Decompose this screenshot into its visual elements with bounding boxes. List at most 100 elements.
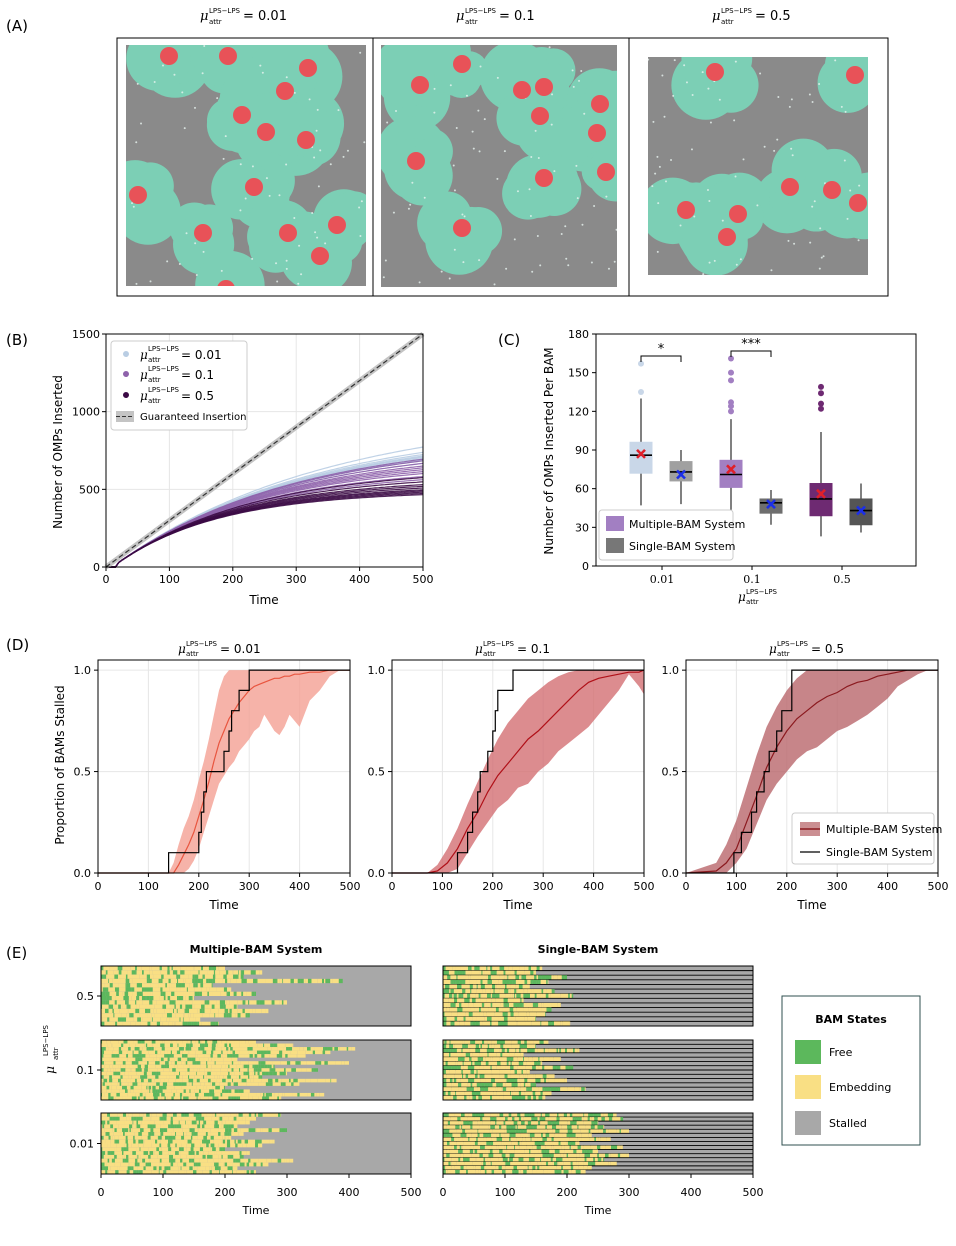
free-segment — [552, 1065, 557, 1070]
omp-speck — [560, 232, 563, 235]
embedding-segment — [240, 1071, 242, 1076]
omp-speck — [788, 105, 791, 108]
embedding-segment — [215, 974, 224, 979]
free-segment — [517, 1040, 521, 1045]
embedding-segment — [520, 1133, 529, 1138]
embedding-segment — [518, 1169, 521, 1174]
free-segment — [272, 1071, 274, 1076]
embedding-segment — [305, 1078, 311, 1083]
embedding-segment — [104, 1021, 107, 1026]
embedding-segment — [101, 1043, 108, 1048]
free-segment — [597, 1145, 599, 1150]
embedding-segment — [236, 1075, 239, 1079]
free-segment — [227, 1075, 231, 1079]
embedding-segment — [127, 974, 133, 979]
embedding-segment — [444, 1157, 452, 1162]
embedding-segment — [220, 1054, 223, 1058]
embedding-segment — [196, 1120, 199, 1125]
free-segment — [586, 1153, 591, 1158]
embedding-segment — [142, 983, 151, 988]
free-segment — [446, 1153, 450, 1158]
free-segment — [171, 1096, 174, 1100]
embedding-segment — [174, 1057, 178, 1062]
free-segment — [475, 1074, 478, 1079]
free-segment — [118, 970, 122, 975]
free-segment — [223, 974, 227, 979]
free-segment — [504, 1157, 508, 1162]
mu-symbol: μ — [456, 9, 464, 24]
omp-speck — [578, 79, 581, 82]
embedding-segment — [109, 1147, 115, 1152]
embedding-segment — [249, 1064, 253, 1069]
free-segment — [160, 1116, 164, 1121]
free-segment — [537, 1165, 540, 1170]
embedding-segment — [491, 998, 496, 1003]
embedding-segment — [505, 1078, 507, 1083]
omp-speck — [433, 111, 436, 114]
free-segment — [463, 1157, 464, 1162]
embedding-segment — [535, 1065, 539, 1070]
embedding-segment — [478, 1169, 481, 1174]
embedding-segment — [520, 1169, 524, 1174]
free-segment — [541, 989, 544, 994]
embedding-segment — [122, 966, 131, 971]
omp-speck — [818, 83, 821, 86]
omp-cluster — [824, 57, 868, 96]
free-segment — [235, 1143, 238, 1148]
embedding-segment — [262, 1162, 269, 1167]
free-segment — [162, 1004, 167, 1009]
embedding-segment — [494, 1078, 504, 1083]
embedding-segment — [505, 1169, 513, 1174]
panel-c-legend: Multiple-BAM System Single-BAM System — [598, 509, 745, 561]
free-segment — [294, 1068, 296, 1072]
embedding-segment — [197, 983, 201, 988]
embedding-segment — [507, 1012, 511, 1017]
free-segment — [506, 1048, 510, 1053]
omp-speck — [685, 81, 688, 84]
free-segment — [268, 1128, 272, 1133]
free-segment — [137, 1040, 142, 1044]
free-segment — [507, 1161, 511, 1166]
mean-line — [685, 669, 938, 874]
embedding-segment — [554, 1078, 559, 1083]
embedding-segment — [576, 1161, 579, 1166]
free-segment — [229, 1154, 234, 1159]
embedding-segment — [239, 1043, 245, 1048]
embedding-segment — [192, 1000, 199, 1005]
free-segment — [510, 1091, 511, 1096]
embedding-segment — [149, 1158, 157, 1163]
embedding-segment — [218, 1154, 222, 1159]
embedding-segment — [446, 1074, 455, 1079]
embedding-segment — [128, 1071, 137, 1076]
x-tick-label: 100 — [138, 880, 159, 893]
free-segment — [185, 1047, 189, 1051]
embedding-segment — [600, 1161, 609, 1166]
embedding-segment — [610, 1153, 618, 1158]
free-segment — [573, 1133, 576, 1138]
free-segment — [505, 1002, 507, 1008]
embedding-segment — [180, 987, 187, 992]
embedding-segment — [159, 1162, 167, 1167]
free-segment — [200, 978, 204, 984]
embedding-segment — [149, 1113, 152, 1117]
bam-marker — [513, 81, 531, 99]
embedding-segment — [176, 1143, 182, 1148]
free-segment — [110, 1151, 115, 1155]
free-segment — [462, 979, 466, 985]
free-segment — [179, 1047, 183, 1051]
embedding-segment — [538, 1087, 543, 1092]
free-segment — [113, 1061, 116, 1065]
embedding-segment — [480, 1169, 485, 1174]
free-segment — [547, 1007, 549, 1013]
omp-speck — [452, 164, 455, 167]
free-segment — [593, 1157, 595, 1162]
embedding-segment — [132, 978, 141, 984]
embedding-segment — [128, 1054, 133, 1058]
embedding-segment — [587, 1165, 592, 1170]
free-segment — [327, 978, 329, 984]
free-segment — [556, 1065, 560, 1070]
embedding-segment — [537, 1117, 540, 1122]
free-segment — [169, 1054, 172, 1058]
free-segment — [237, 1013, 241, 1018]
embedding-segment — [487, 1157, 491, 1162]
